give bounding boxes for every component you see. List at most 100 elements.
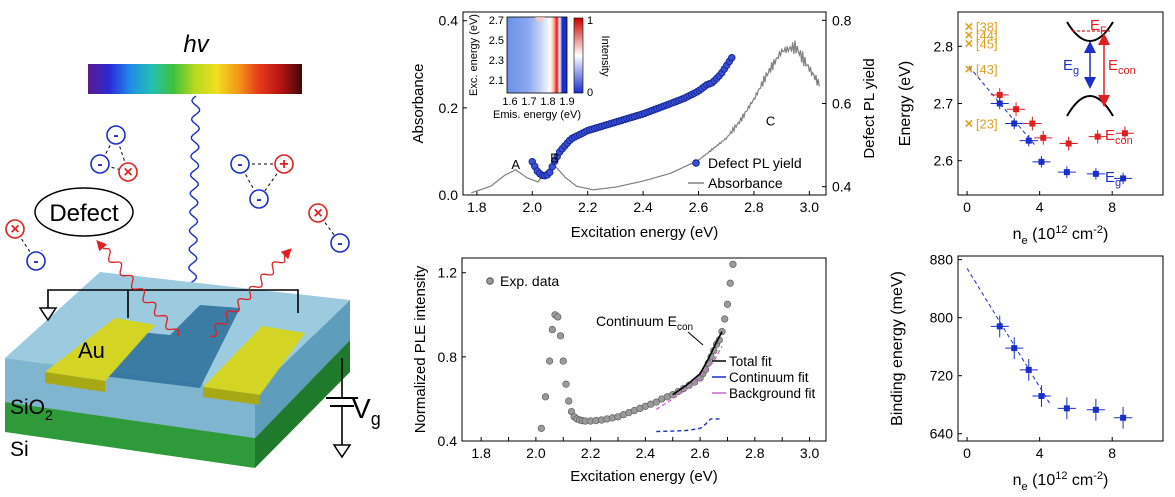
data-point: [1011, 345, 1018, 352]
x-tick-label: 4: [1036, 445, 1044, 461]
inset-x-tick-label: 1.7: [521, 96, 536, 108]
colorbar-tick: 0: [587, 87, 593, 99]
exp-data-point: [556, 332, 565, 340]
data-point: [1120, 175, 1127, 182]
legend-label: Exp. data: [500, 273, 559, 289]
inset-x-label: Emis. energy (eV): [493, 109, 581, 121]
exp-data-point: [565, 397, 573, 405]
exp-data-point: [723, 300, 732, 308]
data-point: [996, 100, 1003, 107]
reference-marker: ×: [965, 35, 974, 52]
data-point: [1120, 414, 1127, 421]
data-point: [1038, 393, 1045, 400]
y2-tick-label: 0.6: [832, 96, 852, 112]
reference-label: [45]: [976, 36, 998, 51]
x-tick-label: 2.4: [633, 199, 653, 215]
reference-label: [38]: [976, 19, 998, 34]
x-axis-label: Excitation energy (eV): [570, 468, 718, 485]
data-point: [1092, 406, 1099, 413]
data-point: [1094, 133, 1101, 140]
pl-yield-point: [728, 54, 736, 62]
inset-x-tick-label: 1.6: [502, 96, 517, 108]
peak-label: A: [511, 157, 520, 172]
vg-label: Vg: [352, 393, 381, 429]
reference-marker: ×: [965, 27, 974, 44]
charge-sign: -: [113, 127, 118, 144]
charge-circle: [330, 233, 350, 253]
x-tick-label: 4: [1036, 199, 1044, 215]
y2-tick-label: 0.8: [832, 12, 852, 28]
legend-label: Continuum fit: [729, 370, 809, 385]
legend-label: Defect PL yield: [708, 155, 802, 171]
charge-circle: [118, 162, 138, 182]
x-tick-label: 8: [1108, 199, 1116, 215]
inset-y-tick-label: 2.3: [489, 55, 504, 67]
charge-sign: -: [97, 156, 102, 173]
econ-series-label: Econ: [1105, 127, 1133, 147]
charge-sign: -: [337, 235, 342, 252]
continuum-annotation: Continuum Econ: [596, 313, 693, 333]
charge-circle: [106, 125, 126, 145]
hv-label: hv: [183, 31, 210, 58]
ple-chart: 1.8 2.0 2.2 2.4 2.6 2.8 3.0 0.4 0.8 1.2 Continuum …: [412, 257, 827, 485]
y-axis-label: Normalized PLE intensity: [412, 265, 429, 433]
legend-label: Total fit: [729, 354, 772, 369]
electron-icon: -: [26, 251, 46, 271]
legend-label: Absorbance: [708, 175, 783, 191]
charge-circle: [26, 251, 46, 271]
inset-colorbar: [573, 17, 584, 94]
background-fit-line: [655, 345, 723, 410]
x-axis-label: ne (1012 cm-2): [1013, 470, 1109, 493]
data-point: [1011, 120, 1018, 127]
au-electrode-left: [45, 318, 155, 381]
reference-marker: ×: [965, 61, 974, 78]
x-tick-label: 2.4: [636, 445, 656, 461]
absorbance-chart: 1.8 2.0 2.2 2.4 2.6 2.8 3.0 0.0 0.2 0.4 0.4 0.6 0.8 A…: [410, 11, 878, 241]
charge-sign: -: [237, 156, 242, 173]
eg-series-label: Eg: [1105, 169, 1121, 189]
inset-hotspot: [535, 17, 545, 22]
y-tick-label: 2.6: [934, 153, 954, 169]
si-layer-front: [5, 402, 255, 468]
electron-icon: -: [90, 154, 110, 174]
exp-data-point: [562, 380, 570, 388]
y-axis-label: Binding energy (meV): [889, 271, 906, 426]
charge-circle: [90, 154, 110, 174]
data-point: [1013, 106, 1020, 113]
hole-icon: ×: [5, 219, 25, 239]
charge-circle: [230, 154, 250, 174]
charge-carriers: -- ××-- +-×-: [5, 125, 350, 271]
data-point: [1063, 405, 1070, 412]
legend-marker: [692, 159, 700, 167]
y2-axis-label: Defect PL yield: [861, 58, 878, 158]
exp-data-point: [721, 315, 729, 323]
inset-y-tick-label: 2.1: [489, 75, 504, 87]
data-point: [996, 91, 1003, 98]
exp-data-point: [729, 260, 737, 268]
inset-x-tick-label: 1.8: [540, 96, 555, 108]
inset-y-label: Exc. energy (eV): [468, 14, 480, 96]
au-electrode-right: [203, 326, 305, 395]
electron-icon: -: [230, 154, 250, 174]
y-tick-label: 0.4: [439, 13, 459, 29]
data-point: [1065, 140, 1072, 147]
inset-heatmap: [506, 16, 568, 94]
y-tick-label: 2.7: [934, 96, 954, 112]
data-point: [1063, 169, 1070, 176]
x-tick-label: 2.8: [744, 199, 764, 215]
exp-data-point: [548, 325, 556, 334]
valence-band: [1066, 95, 1114, 117]
x-tick-label: 1.8: [467, 199, 487, 215]
inset-x-tick-label: 1.9: [559, 96, 574, 108]
ef-label: EF: [1090, 17, 1107, 37]
x-tick-label: 2.6: [689, 199, 709, 215]
y-tick-label: 0.0: [439, 187, 459, 203]
inset-y-tick-label: 2.7: [489, 15, 504, 27]
defect-label: Defect: [49, 200, 119, 227]
y-axis-label: Energy (eV): [897, 61, 914, 146]
fit-line: [966, 268, 1051, 405]
absorbance-line: [471, 40, 820, 194]
charge-circle: [274, 154, 294, 174]
x-tick-label: 0: [963, 199, 971, 215]
